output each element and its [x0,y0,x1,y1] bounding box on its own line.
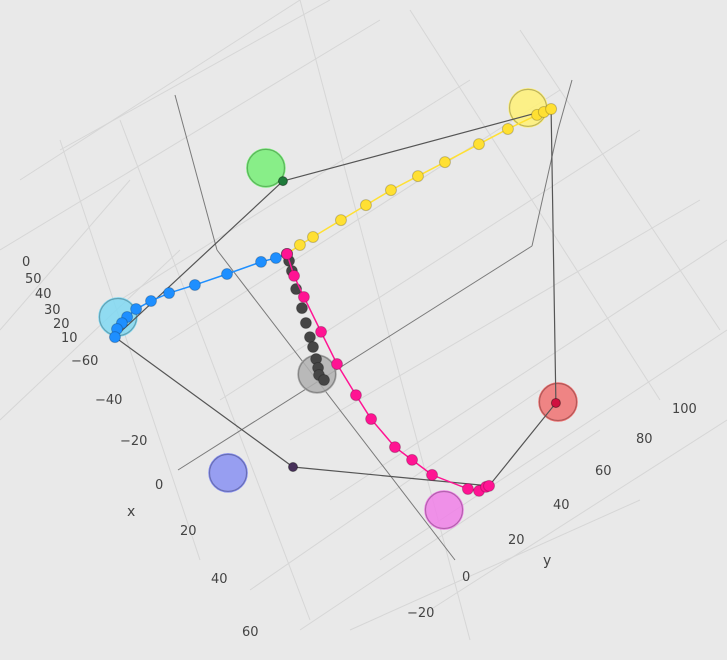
series-marker [501,122,514,135]
series-marker [145,295,157,307]
axis-box-edge [557,79,573,131]
series-marker [388,441,401,454]
series-marker [299,316,312,329]
series-marker [472,138,485,151]
chart-marks [98,88,578,530]
series-marker [295,302,308,315]
series-marker [411,170,424,183]
series-marker [406,453,419,466]
series-marker [545,103,558,116]
x-tick-label: −40 [95,393,122,408]
y-tick-label: 100 [672,402,697,417]
large-marker-outline [424,490,464,530]
large-marker [424,490,464,530]
series-marker [130,303,143,316]
grid-line [59,0,331,151]
series-marker [297,290,310,303]
large-marker [208,453,248,493]
x-tick-label: 60 [242,625,259,640]
grid-line [409,9,661,401]
axis-box-edge [531,129,559,247]
grid-line [299,0,471,641]
series-marker [163,287,176,300]
z-tick-label: 0 [22,255,30,270]
series-marker [365,413,378,426]
series-marker [303,331,316,344]
series-marker [359,199,372,212]
grid-line [0,249,181,421]
series-marker [255,255,268,268]
grid-line [299,429,601,631]
grid-lines [0,0,727,641]
grid-line [169,89,561,341]
y-tick-label: 60 [595,464,612,479]
series-marker [438,156,451,169]
grid-line [349,499,641,631]
grid-line [119,119,311,621]
vertex-marker [277,176,288,187]
x-tick-label: −60 [71,354,98,369]
grid-line [119,79,471,301]
series-marker [315,325,328,338]
series-marker [108,331,121,344]
z-tick-label: 50 [25,272,42,287]
vertex-marker [288,462,298,472]
series-marker [288,269,301,282]
y-tick-label: 80 [636,432,653,447]
series-marker [221,268,233,280]
x-tick-label: 20 [180,524,197,539]
grid-line [249,389,541,591]
z-tick-label: 30 [44,303,61,318]
series-marker [318,374,330,386]
tick-labels: −60 −40 −20 0 20 40 60 x −20 0 20 40 60 … [22,255,697,640]
series-marker [349,389,362,402]
grid-line [289,199,701,441]
series-marker [461,482,474,495]
y-axis-title: y [543,553,551,569]
z-tick-label: 40 [35,287,52,302]
large-marker-outline [538,382,578,422]
axis-box-edge [174,94,218,251]
grid-line [19,0,301,181]
large-marker [246,148,286,188]
y-tick-label: 20 [508,533,525,548]
series-marker [384,184,397,197]
series-marker [331,358,343,370]
z-tick-label: 10 [61,331,78,346]
grid-line [329,239,727,501]
series-marker [269,251,282,264]
grid-line [429,419,727,611]
large-marker-outline [208,453,248,492]
grid-line [0,179,131,331]
y-tick-label: −20 [407,606,434,621]
x-axis-title: x [127,504,135,520]
series-marker [307,231,319,243]
connector-line [114,108,557,487]
series-marker [483,479,496,492]
axis-box-edge [177,245,533,471]
series-marker [307,341,319,353]
z-tick-label: 20 [53,317,70,332]
series-marker [188,278,201,291]
vertex-marker [550,397,561,408]
grid-line [519,29,721,331]
series-marker [293,238,306,251]
x-tick-label: 40 [211,572,228,587]
axis-box-edge [216,249,456,561]
x-tick-label: −20 [120,434,147,449]
series-marker [281,248,293,260]
x-tick-label: 0 [155,478,163,493]
grid-line [0,19,381,251]
series-marker [426,468,439,481]
y-tick-label: 0 [462,570,470,585]
y-tick-label: 40 [553,498,570,513]
grid-line [59,139,201,561]
series-marker [334,214,347,227]
grid-line [219,129,641,401]
large-marker-outline [246,148,285,188]
